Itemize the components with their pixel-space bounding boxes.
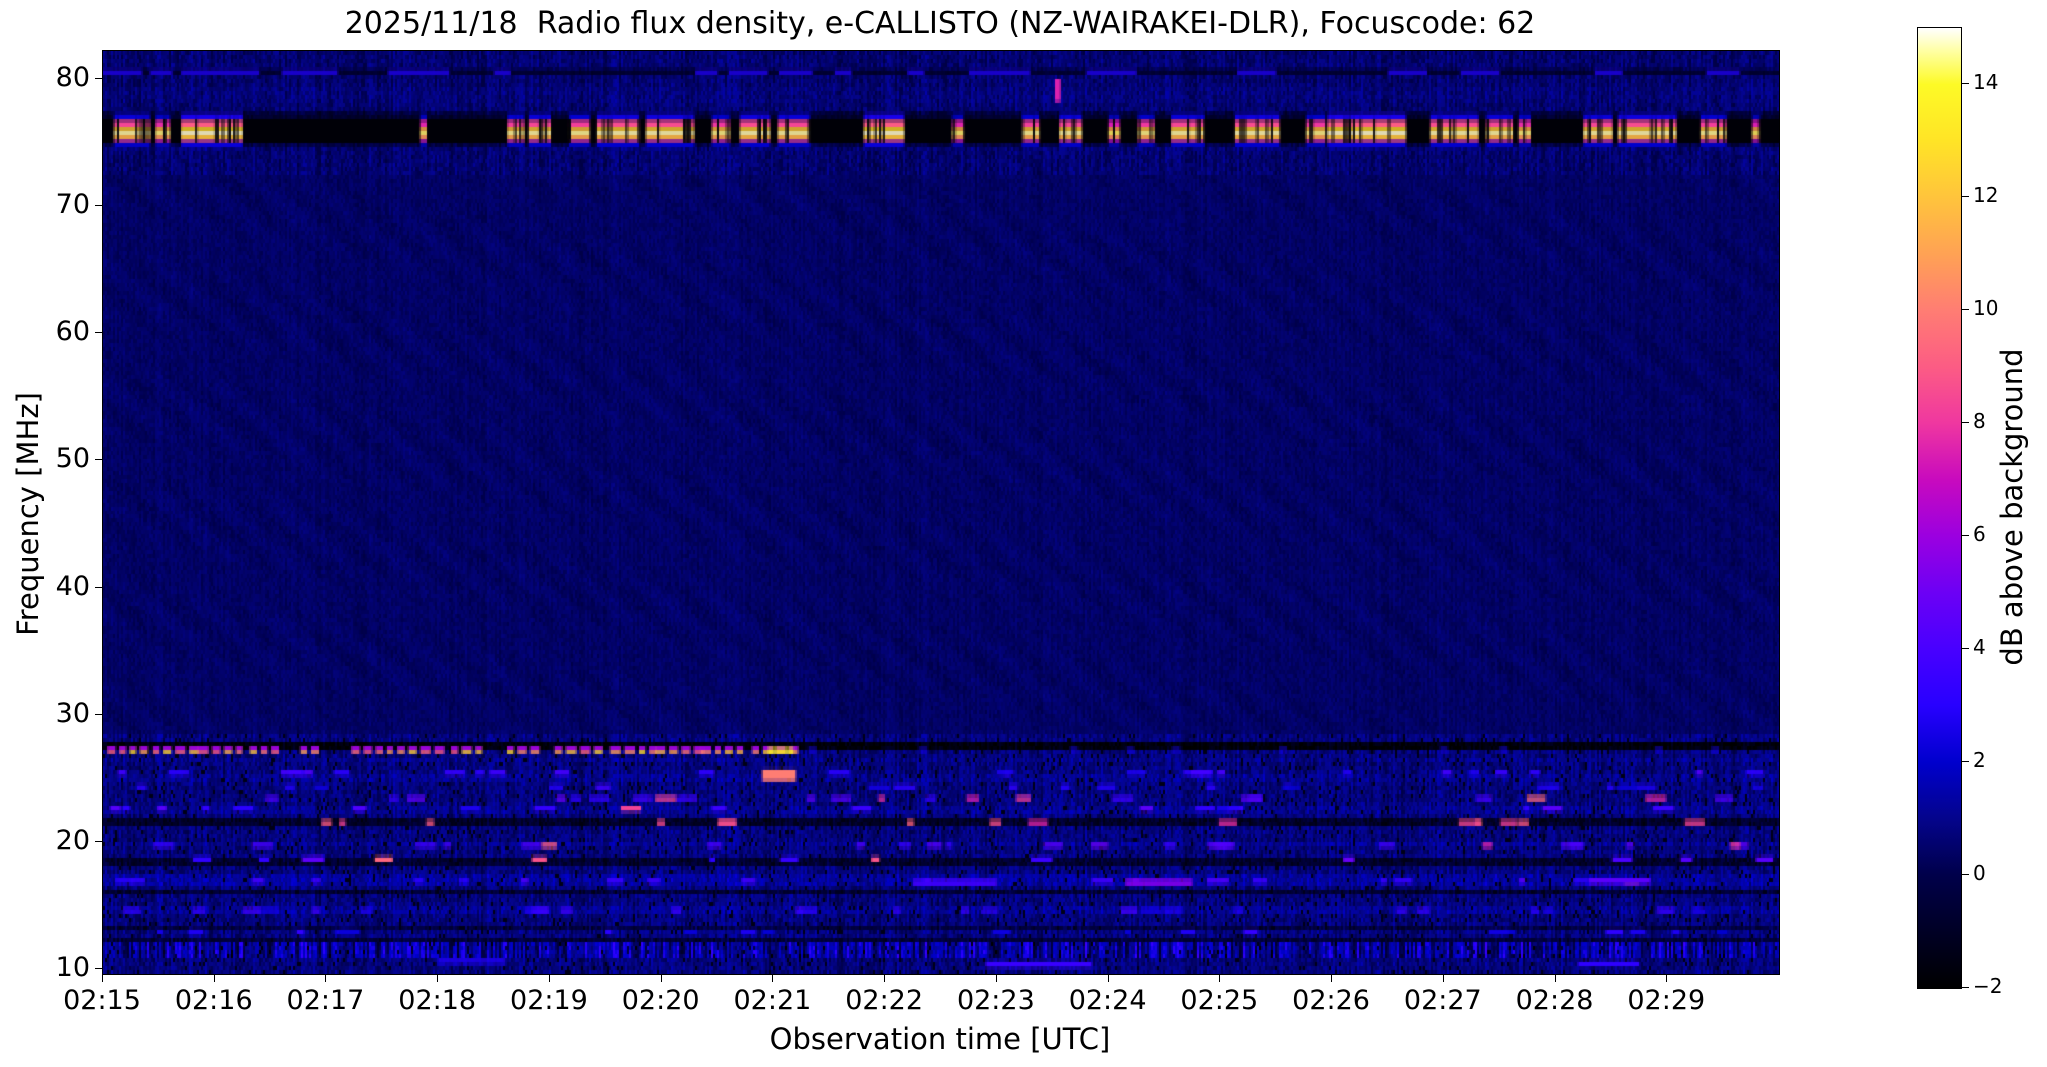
colorbar-tick-mark xyxy=(1962,196,1969,198)
x-tick-label: 02:25 xyxy=(1180,985,1259,1016)
x-tick-label: 02:19 xyxy=(510,985,588,1016)
x-tick-label: 02:23 xyxy=(956,985,1035,1016)
y-tick-mark xyxy=(95,77,102,79)
x-tick-label: 02:17 xyxy=(286,985,365,1016)
y-tick-label: 20 xyxy=(55,824,90,856)
colorbar-tick-mark xyxy=(1962,422,1969,424)
x-tick-label: 02:20 xyxy=(621,985,700,1016)
plot-area xyxy=(102,50,1780,975)
x-axis-label: Observation time [UTC] xyxy=(769,1022,1111,1056)
x-tick-mark xyxy=(102,975,103,982)
y-tick-label: 60 xyxy=(55,316,90,348)
colorbar-tick-label: 8 xyxy=(1973,409,1986,434)
x-tick-label: 02:28 xyxy=(1515,985,1594,1016)
x-tick-label: 02:26 xyxy=(1292,985,1370,1016)
colorbar-tick-mark xyxy=(1962,874,1969,876)
y-tick-mark xyxy=(95,713,102,715)
colorbar-tick-label: 10 xyxy=(1973,296,1999,321)
colorbar-tick-label: 6 xyxy=(1973,522,1986,547)
colorbar-gradient xyxy=(1917,27,1962,989)
x-tick-label: 02:15 xyxy=(63,985,141,1016)
x-tick-label: 02:21 xyxy=(733,985,812,1016)
y-tick-mark xyxy=(95,967,102,969)
x-tick-label: 02:27 xyxy=(1403,985,1482,1016)
y-tick-label: 40 xyxy=(55,570,90,602)
colorbar-tick-label: −2 xyxy=(1973,974,2003,998)
y-axis-label: Frequency [MHz] xyxy=(11,392,45,636)
x-tick-mark xyxy=(1554,975,1556,982)
colorbar-tick-label: 14 xyxy=(1973,70,1999,95)
x-tick-mark xyxy=(1666,975,1668,982)
y-tick-label: 30 xyxy=(55,697,90,729)
x-tick-mark xyxy=(1219,975,1221,982)
colorbar-tick-mark xyxy=(1962,648,1969,650)
x-tick-mark xyxy=(1331,975,1333,982)
x-tick-mark xyxy=(995,975,997,982)
y-tick-label: 50 xyxy=(55,443,90,475)
y-tick-mark xyxy=(95,332,102,334)
x-tick-mark xyxy=(772,975,774,982)
x-tick-label: 02:18 xyxy=(398,985,477,1016)
y-tick-mark xyxy=(95,459,102,461)
x-tick-label: 02:29 xyxy=(1627,985,1706,1016)
x-tick-label: 02:16 xyxy=(174,985,253,1016)
x-tick-mark xyxy=(884,975,886,982)
colorbar-tick-mark xyxy=(1962,309,1969,311)
colorbar-tick-mark xyxy=(1962,987,1969,988)
colorbar-tick-mark xyxy=(1962,83,1969,85)
colorbar-tick-mark xyxy=(1962,535,1969,537)
x-tick-mark xyxy=(437,975,439,982)
x-tick-label: 02:24 xyxy=(1068,985,1147,1016)
colorbar-tick-mark xyxy=(1962,761,1969,763)
colorbar-tick-label: 0 xyxy=(1973,861,1986,886)
colorbar-tick-label: 2 xyxy=(1973,748,1986,773)
chart-title: 2025/11/18 Radio flux density, e-CALLIST… xyxy=(344,6,1536,41)
spectrogram-canvas xyxy=(103,51,1779,974)
y-tick-label: 70 xyxy=(55,189,90,221)
y-tick-mark xyxy=(95,840,102,842)
x-tick-label: 02:22 xyxy=(845,985,924,1016)
x-tick-mark xyxy=(660,975,662,982)
y-tick-mark xyxy=(95,586,102,588)
x-tick-mark xyxy=(325,975,327,982)
x-tick-mark xyxy=(548,975,550,982)
x-tick-mark xyxy=(1442,975,1444,982)
colorbar-label: dB above background xyxy=(1995,348,2029,666)
colorbar-tick-label: 12 xyxy=(1973,183,1999,208)
y-tick-label: 80 xyxy=(55,61,90,93)
x-tick-mark xyxy=(1107,975,1109,982)
x-tick-mark xyxy=(213,975,215,982)
y-tick-mark xyxy=(95,205,102,207)
y-tick-label: 10 xyxy=(55,951,90,983)
colorbar-tick-label: 4 xyxy=(1973,635,1986,660)
